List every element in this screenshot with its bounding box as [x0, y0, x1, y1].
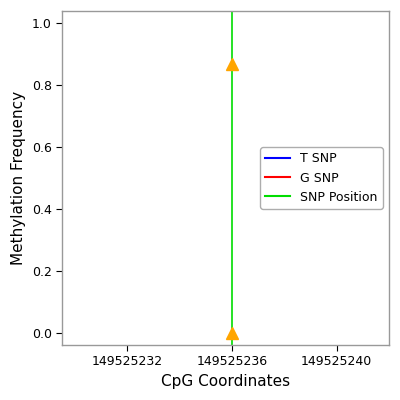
X-axis label: CpG Coordinates: CpG Coordinates	[161, 374, 290, 389]
Legend: T SNP, G SNP, SNP Position: T SNP, G SNP, SNP Position	[260, 147, 383, 209]
Y-axis label: Methylation Frequency: Methylation Frequency	[11, 91, 26, 265]
